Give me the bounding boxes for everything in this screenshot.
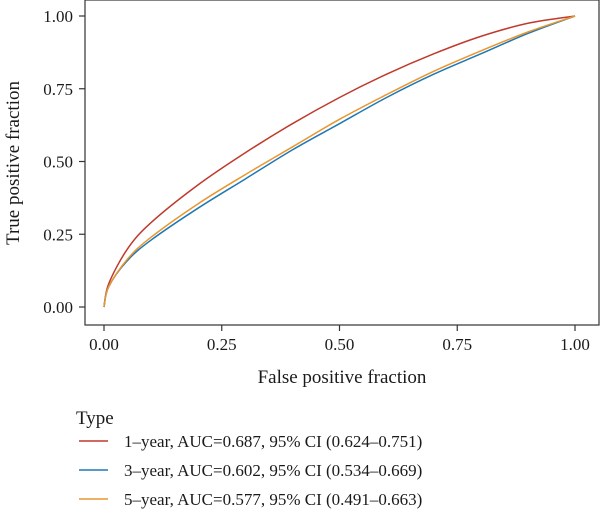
y-axis-ticks: 0.00 0.25 0.50 0.75 1.00 [43,7,85,317]
x-axis-label: False positive fraction [258,367,427,388]
x-axis-ticks: 0.00 0.25 0.50 0.75 1.00 [89,325,590,354]
series-line-1 [104,16,575,307]
x-tick-label: 0.00 [89,335,119,354]
series-line-3 [104,16,575,307]
legend-label-1: 1–year, AUC=0.687, 95% CI (0.624–0.751) [124,432,422,451]
y-tick-label: 1.00 [43,7,73,26]
x-tick-label: 1.00 [560,335,590,354]
y-tick-label: 0.50 [43,153,73,172]
y-tick-label: 0.00 [43,298,73,317]
y-axis-label: True positive fraction [3,81,24,245]
legend-label-2: 3–year, AUC=0.602, 95% CI (0.534–0.669) [124,461,422,480]
y-tick-label: 0.25 [43,225,73,244]
series-lines [104,16,575,307]
series-line-2 [104,16,575,307]
legend-title: Type [76,408,114,429]
plot-panel [85,0,599,325]
x-tick-label: 0.75 [442,335,472,354]
x-tick-label: 0.25 [207,335,237,354]
y-tick-label: 0.75 [43,80,73,99]
legend-label-3: 5–year, AUC=0.577, 95% CI (0.491–0.663) [124,490,422,509]
x-tick-label: 0.50 [325,335,355,354]
legend: Type 1–year, AUC=0.687, 95% CI (0.624–0.… [76,408,422,509]
